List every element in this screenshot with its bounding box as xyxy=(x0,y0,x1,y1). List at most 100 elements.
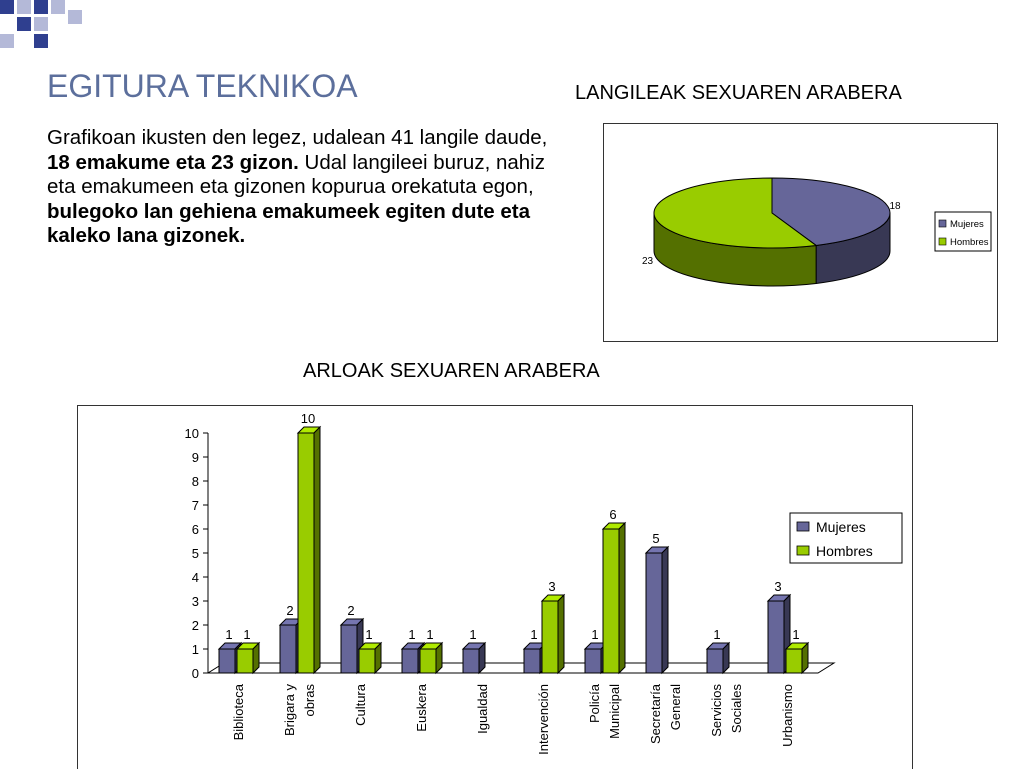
bar-data-label: 3 xyxy=(774,579,781,594)
x-category-label: Igualdad xyxy=(475,684,490,734)
bar-data-label: 5 xyxy=(652,531,659,546)
bar-front xyxy=(523,648,541,674)
bar-data-label: 3 xyxy=(548,579,555,594)
bar-side xyxy=(252,641,260,675)
pie-chart-title: LANGILEAK SEXUAREN ARABERA xyxy=(575,82,902,104)
bar-data-label: 1 xyxy=(426,627,433,642)
bar-hombres xyxy=(540,593,566,675)
bar-front xyxy=(297,432,315,674)
bar-side xyxy=(618,521,626,675)
x-category-label: Cultura xyxy=(353,683,368,726)
bar-hombres xyxy=(784,641,810,675)
y-tick-label: 3 xyxy=(192,594,199,609)
bar-legend-swatch xyxy=(796,521,810,532)
body-text-part: Udal langileei buruz, nahiz eta emakumee… xyxy=(47,150,545,199)
deco-square xyxy=(0,34,14,48)
x-category-label: Intervención xyxy=(536,684,551,755)
bar-front xyxy=(358,648,376,674)
bar-mujeres xyxy=(644,545,670,675)
y-tick-label: 9 xyxy=(192,450,199,465)
y-tick-label: 7 xyxy=(192,498,199,513)
bar-data-label: 1 xyxy=(225,627,232,642)
x-category-label: Servicios xyxy=(709,684,724,737)
x-category-label: Euskera xyxy=(414,683,429,731)
bar-hombres xyxy=(418,641,444,675)
bar-side xyxy=(661,545,669,675)
bar-mujeres xyxy=(461,641,487,675)
x-category-label: General xyxy=(668,684,683,730)
bar-chart-frame: 0 1 2 3 4 5 6 7 8 9 10 1 1 Biblioteca 2 10 Brigara y obra… xyxy=(77,405,913,769)
y-tick-label: 10 xyxy=(185,426,199,441)
bar-front xyxy=(340,624,358,674)
bar-hombres xyxy=(357,641,383,675)
bar-data-label: 1 xyxy=(591,627,598,642)
pie-legend-swatch xyxy=(938,237,947,246)
pie-legend-swatch xyxy=(938,219,947,228)
bar-legend: Mujeres Hombres xyxy=(789,512,903,564)
y-tick-label: 2 xyxy=(192,618,199,633)
x-category-label: Biblioteca xyxy=(231,683,246,740)
x-category-label: Municipal xyxy=(607,684,622,739)
bar-front xyxy=(785,648,803,674)
slide-title: EGITURA TEKNIKOA xyxy=(47,68,358,104)
bar-front xyxy=(541,600,559,674)
pie-value-label: 18 xyxy=(889,201,901,212)
bar-front xyxy=(419,648,437,674)
bar-front xyxy=(279,624,297,674)
y-tick-label: 4 xyxy=(192,570,199,585)
x-category-label: Secretaría xyxy=(648,683,663,744)
pie-value-label: 23 xyxy=(642,256,654,267)
y-tick-label: 6 xyxy=(192,522,199,537)
bar-side xyxy=(722,641,730,675)
bar-front xyxy=(645,552,663,674)
pie-slice-hombres xyxy=(653,177,818,249)
pie-slice-mujeres xyxy=(771,177,891,246)
bar-data-label: 1 xyxy=(243,627,250,642)
deco-square xyxy=(68,10,82,24)
bar-data-label: 10 xyxy=(301,411,315,426)
bar-side xyxy=(374,641,382,675)
deco-square xyxy=(34,34,48,48)
body-text: Grafikoan ikusten den legez, udalean 41 … xyxy=(47,126,567,249)
bar-data-label: 2 xyxy=(347,603,354,618)
bar-chart-title: ARLOAK SEXUAREN ARABERA xyxy=(303,360,600,382)
body-text-bold: 18 emakume eta 23 gizon. xyxy=(47,150,299,174)
y-tick-label: 1 xyxy=(192,642,199,657)
bar-side xyxy=(313,425,321,675)
deco-square xyxy=(17,0,31,14)
bar-data-label: 1 xyxy=(365,627,372,642)
x-category-label: obras xyxy=(302,684,317,717)
bar-hombres xyxy=(296,425,322,675)
deco-square xyxy=(51,0,65,14)
bar-legend-swatch xyxy=(796,545,810,556)
bar-legend-label: Mujeres xyxy=(816,519,866,535)
bar-data-label: 1 xyxy=(713,627,720,642)
bar-mujeres xyxy=(705,641,731,675)
bar-front xyxy=(462,648,480,674)
bar-front xyxy=(706,648,724,674)
bar-data-label: 6 xyxy=(609,507,616,522)
pie-chart: 18 23 Mujeres Hombres xyxy=(642,177,992,287)
deco-square xyxy=(34,17,48,31)
pie-chart-frame: 18 23 Mujeres Hombres xyxy=(603,123,998,342)
bar-front xyxy=(602,528,620,674)
y-tick-label: 5 xyxy=(192,546,199,561)
corner-decoration xyxy=(0,0,82,48)
bar-side xyxy=(801,641,809,675)
x-category-label: Brigara y xyxy=(282,684,297,737)
bar-data-label: 1 xyxy=(469,627,476,642)
bar-side xyxy=(557,593,565,675)
body-text-bold: bulegoko lan gehiena emakumeek egiten du… xyxy=(47,199,531,248)
bar-data-label: 1 xyxy=(408,627,415,642)
deco-square xyxy=(34,0,48,14)
bar-front xyxy=(236,648,254,674)
bar-front xyxy=(584,648,602,674)
bar-data-label: 1 xyxy=(530,627,537,642)
y-tick-label: 0 xyxy=(192,666,199,681)
bar-legend-label: Hombres xyxy=(816,543,873,559)
bar-front xyxy=(218,648,236,674)
bar-side xyxy=(435,641,443,675)
bar-data-label: 2 xyxy=(286,603,293,618)
x-category-label: Urbanismo xyxy=(780,684,795,747)
